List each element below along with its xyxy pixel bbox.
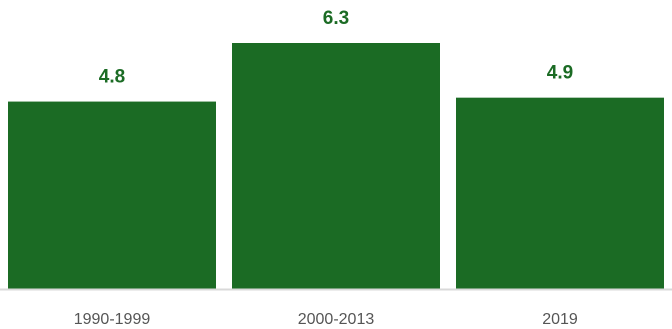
tick-label-2000-2013: 2000-2013	[298, 311, 375, 328]
x-tick-labels-group: 1990-1999 2000-2013 2019	[74, 311, 578, 328]
bar-2019	[456, 97, 664, 290]
tick-label-2019: 2019	[542, 311, 578, 328]
data-label-1990-1999: 4.8	[99, 67, 125, 88]
bar-1990-1999	[8, 101, 216, 289]
data-label-2019: 4.9	[547, 63, 573, 84]
bar-2000-2013	[232, 43, 440, 289]
tick-label-1990-1999: 1990-1999	[74, 311, 151, 328]
value-labels-group: 4.8 6.3 4.9	[99, 8, 573, 88]
data-label-2000-2013: 6.3	[323, 8, 349, 29]
bars-group	[8, 43, 664, 290]
